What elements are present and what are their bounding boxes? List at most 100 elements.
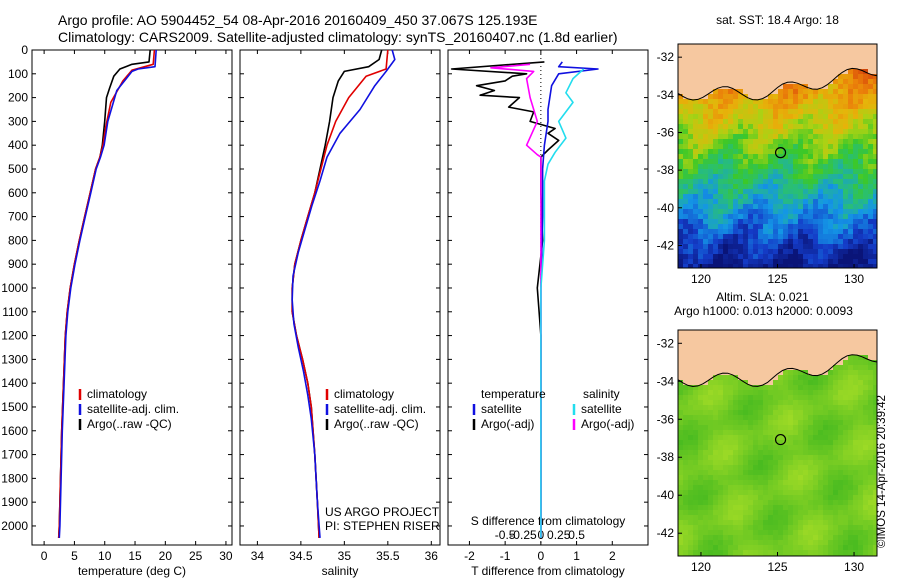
map-cell bbox=[798, 460, 803, 465]
map-cell bbox=[783, 99, 788, 104]
map-cell bbox=[818, 530, 823, 535]
map-cell bbox=[758, 450, 763, 455]
map-cell bbox=[773, 44, 778, 49]
map-cell bbox=[793, 415, 798, 420]
map-cell bbox=[723, 400, 728, 405]
map-cell bbox=[873, 445, 877, 450]
map-cell bbox=[823, 234, 828, 239]
map-cell bbox=[768, 470, 773, 475]
map-cell bbox=[863, 440, 868, 445]
map-cell bbox=[818, 239, 823, 244]
map-cell bbox=[773, 395, 778, 400]
map-cell bbox=[848, 350, 853, 355]
map-cell bbox=[873, 124, 877, 129]
map-cell bbox=[823, 355, 828, 360]
map-cell bbox=[788, 174, 793, 179]
map-cell bbox=[863, 129, 868, 134]
map-cell bbox=[743, 450, 748, 455]
map-cell bbox=[808, 440, 813, 445]
map-cell bbox=[808, 79, 813, 84]
map-cell bbox=[708, 204, 713, 209]
map-cell bbox=[833, 390, 838, 395]
map-cell bbox=[818, 159, 823, 164]
map-cell bbox=[738, 370, 743, 375]
map-cell bbox=[868, 350, 873, 355]
map-cell bbox=[768, 345, 773, 350]
map-cell bbox=[753, 385, 758, 390]
map-cell bbox=[718, 440, 723, 445]
map-cell bbox=[778, 410, 783, 415]
map-cell bbox=[718, 535, 723, 540]
map-cell bbox=[678, 154, 683, 159]
map-cell bbox=[833, 550, 838, 555]
map-cell bbox=[708, 405, 713, 410]
map-cell bbox=[748, 49, 753, 54]
map-cell bbox=[793, 425, 798, 430]
map-cell bbox=[708, 360, 713, 365]
map-cell bbox=[678, 159, 683, 164]
map-cell bbox=[803, 174, 808, 179]
map-cell bbox=[823, 174, 828, 179]
map-cell bbox=[743, 199, 748, 204]
map-cell bbox=[873, 495, 877, 500]
map-cell bbox=[758, 365, 763, 370]
map-cell bbox=[768, 169, 773, 174]
map-cell bbox=[748, 264, 753, 268]
map-cell bbox=[813, 154, 818, 159]
map-cell bbox=[783, 79, 788, 84]
map-cell bbox=[838, 249, 843, 254]
map-cell bbox=[703, 480, 708, 485]
map-cell bbox=[828, 350, 833, 355]
map-cell bbox=[683, 530, 688, 535]
map-cell bbox=[743, 390, 748, 395]
map-cell bbox=[788, 465, 793, 470]
map-cell bbox=[683, 410, 688, 415]
map-cell bbox=[863, 64, 868, 69]
map-cell bbox=[768, 69, 773, 74]
map-cell bbox=[718, 340, 723, 345]
map-cell bbox=[838, 154, 843, 159]
map-cell bbox=[788, 425, 793, 430]
map-cell bbox=[788, 515, 793, 520]
map-cell bbox=[693, 420, 698, 425]
map-cell bbox=[858, 79, 863, 84]
map-cell bbox=[683, 340, 688, 345]
map-cell bbox=[823, 550, 828, 555]
map-cell bbox=[708, 99, 713, 104]
map-cell bbox=[738, 194, 743, 199]
map-cell bbox=[843, 470, 848, 475]
map-cell bbox=[798, 400, 803, 405]
map-cell bbox=[738, 485, 743, 490]
map-cell bbox=[733, 189, 738, 194]
map-cell bbox=[743, 164, 748, 169]
map-cell bbox=[808, 495, 813, 500]
x-tick-label: 2 bbox=[609, 549, 616, 563]
map-cell bbox=[843, 360, 848, 365]
map-cell bbox=[818, 244, 823, 249]
map-cell bbox=[818, 345, 823, 350]
map-cell bbox=[758, 119, 763, 124]
map-cell bbox=[708, 44, 713, 49]
map-cell bbox=[708, 169, 713, 174]
map-cell bbox=[868, 169, 873, 174]
map-cell bbox=[858, 124, 863, 129]
map-cell bbox=[693, 139, 698, 144]
map-cell bbox=[798, 510, 803, 515]
map-cell bbox=[818, 49, 823, 54]
map-cell bbox=[813, 500, 818, 505]
map-cell bbox=[773, 64, 778, 69]
map-cell bbox=[723, 350, 728, 355]
map-cell bbox=[718, 390, 723, 395]
map-cell bbox=[773, 480, 778, 485]
map-cell bbox=[728, 54, 733, 59]
map-cell bbox=[773, 530, 778, 535]
map-cell bbox=[678, 264, 683, 268]
map-cell bbox=[743, 365, 748, 370]
map-cell bbox=[868, 64, 873, 69]
map-cell bbox=[683, 139, 688, 144]
map-cell bbox=[753, 485, 758, 490]
map-cell bbox=[743, 169, 748, 174]
map-cell bbox=[863, 470, 868, 475]
map-cell bbox=[738, 124, 743, 129]
map-cell bbox=[718, 139, 723, 144]
